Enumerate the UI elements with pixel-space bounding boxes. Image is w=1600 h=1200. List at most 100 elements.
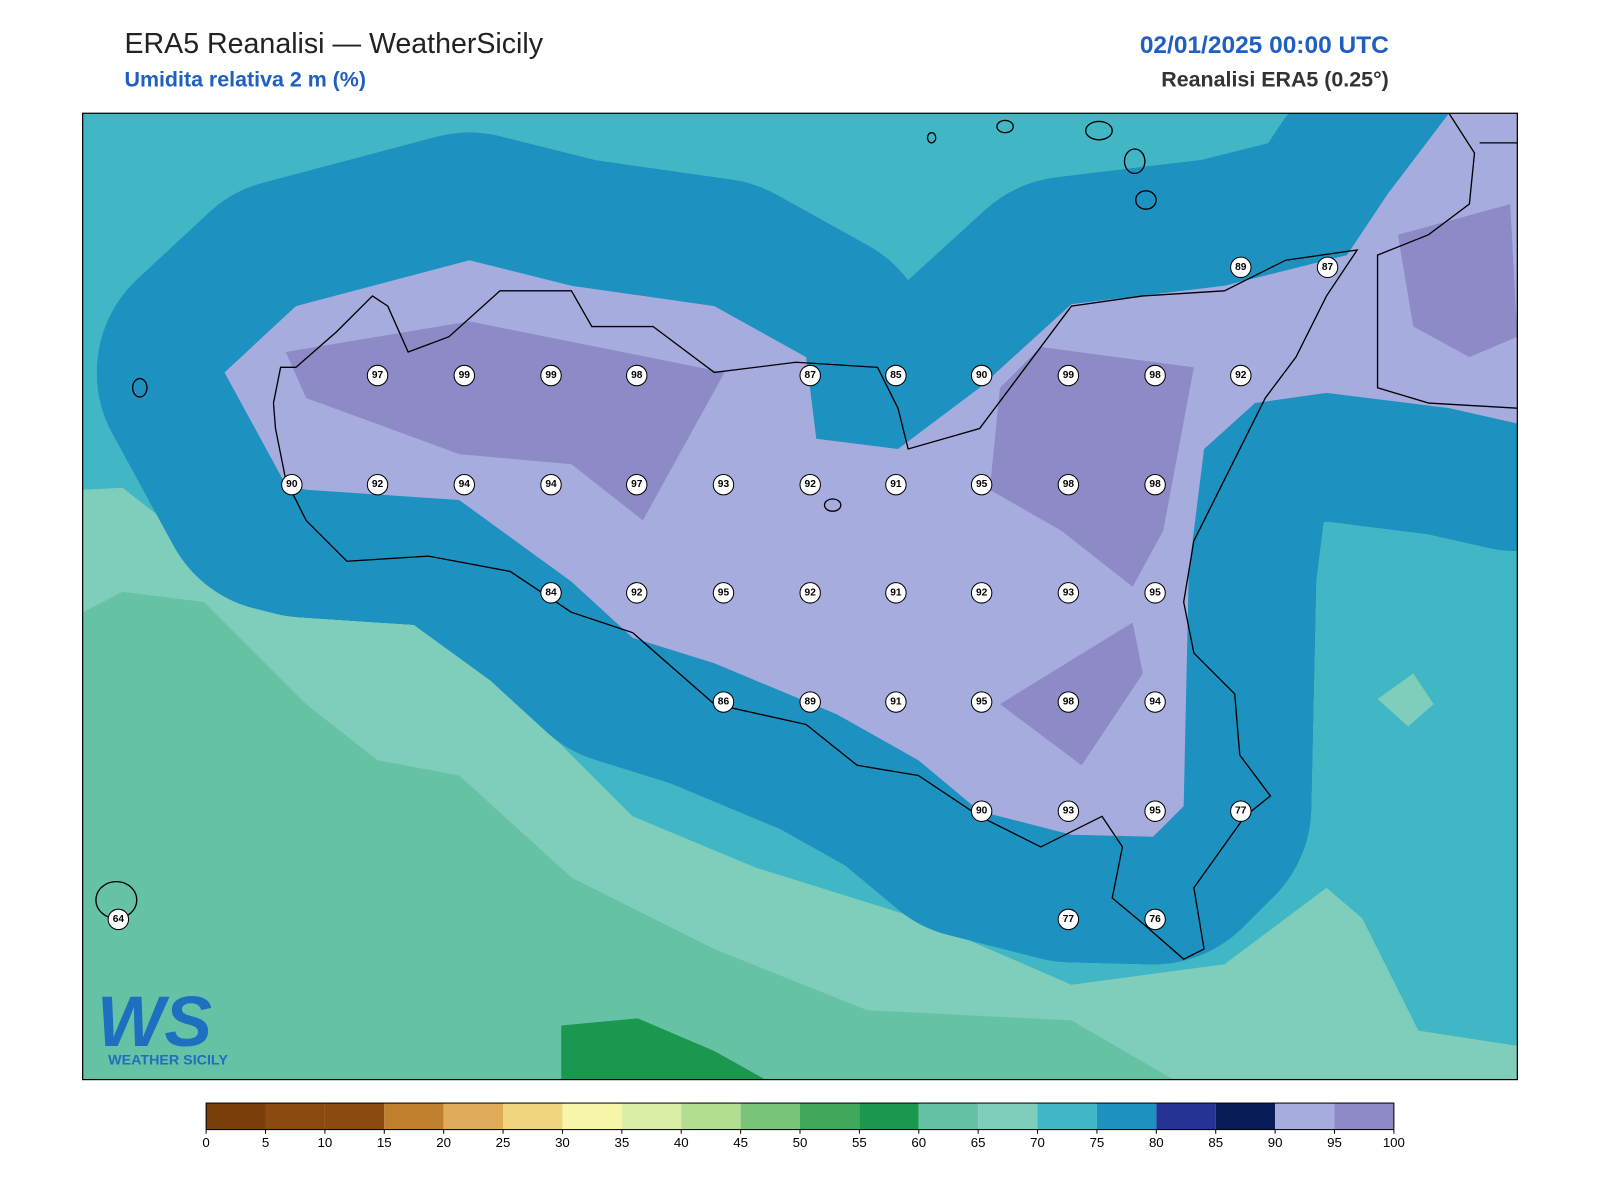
station-marker [1316, 256, 1339, 279]
station-value: 89 [1235, 262, 1247, 273]
colorbar-bin [443, 1103, 504, 1130]
colorbar-bin [1096, 1103, 1157, 1130]
station-marker [366, 364, 389, 387]
station-marker [1057, 364, 1080, 387]
logo: WS WEATHER SICILY [97, 982, 228, 1068]
colorbar-tick-label: 15 [377, 1135, 392, 1150]
station-value: 98 [1149, 370, 1161, 381]
station-value: 91 [890, 479, 902, 490]
station-marker [540, 364, 562, 387]
station-marker [970, 364, 993, 387]
station-marker [1057, 800, 1080, 822]
station-marker [1144, 364, 1166, 387]
colorbar-tick-label: 40 [674, 1135, 689, 1150]
colorbar-bin [562, 1103, 622, 1130]
station-marker [626, 473, 648, 496]
colorbar-tick-label: 25 [496, 1135, 511, 1150]
station-value: 92 [976, 587, 988, 598]
station-marker [970, 582, 993, 604]
station-value: 91 [890, 587, 902, 598]
station-marker [1230, 800, 1252, 822]
station-value: 98 [1063, 697, 1075, 708]
station-value: 94 [1149, 697, 1161, 708]
station-marker [799, 473, 821, 496]
colorbar-tick-label: 45 [733, 1135, 748, 1150]
station-marker [799, 364, 821, 387]
colorbar-bin [206, 1103, 266, 1130]
field-60-65 [82, 591, 1174, 1080]
colorbar-tick-label: 50 [793, 1135, 808, 1150]
colorbar-bin [859, 1103, 919, 1130]
station-marker [453, 364, 475, 387]
station-value: 94 [459, 479, 471, 490]
station-value: 98 [1149, 479, 1161, 490]
station-marker [540, 473, 562, 496]
field-65-70 [1377, 673, 1434, 727]
station-marker [1057, 473, 1080, 496]
station-value: 93 [1063, 806, 1075, 817]
station-value: 87 [805, 370, 817, 381]
station-marker [540, 582, 562, 604]
station-value: 95 [1149, 806, 1161, 817]
source: Reanalisi ERA5 (0.25°) [1161, 68, 1388, 92]
station-marker [1230, 364, 1252, 387]
station-value: 89 [805, 697, 817, 708]
station-marker [885, 364, 907, 387]
station-value: 90 [976, 806, 988, 817]
colorbar-bin [265, 1103, 325, 1130]
colorbar-tick-label: 85 [1208, 1135, 1223, 1150]
coastline [95, 113, 1518, 960]
colorbar-bin [1037, 1103, 1097, 1130]
station-marker [366, 473, 389, 496]
colorbar-tick-label: 60 [911, 1135, 926, 1150]
station-value: 94 [545, 479, 557, 490]
station-value: 76 [1149, 914, 1161, 925]
station-marker [1057, 582, 1080, 604]
colorbar-tick-label: 90 [1268, 1135, 1283, 1150]
colorbar-tick-label: 35 [614, 1135, 629, 1150]
station-value: 92 [372, 479, 384, 490]
colorbar-tick-label: 10 [318, 1135, 333, 1150]
station-marker [1144, 908, 1166, 931]
colorbar-bin [503, 1103, 563, 1130]
colorbar-tick-label: 30 [555, 1135, 570, 1150]
station-value: 77 [1063, 914, 1075, 925]
colorbar-tick-label: 55 [852, 1135, 867, 1150]
colorbar-bin [1334, 1103, 1394, 1130]
colorbar-bin [324, 1103, 385, 1130]
station-value: 95 [976, 697, 988, 708]
station-marker [799, 691, 821, 713]
station-value: 86 [718, 697, 730, 708]
colorbar-tick-label: 0 [202, 1135, 209, 1150]
colorbar-bin [1156, 1103, 1216, 1130]
field-55-60 [561, 1018, 766, 1080]
station-value: 95 [1149, 587, 1161, 598]
colorbar-tick-label: 95 [1327, 1135, 1342, 1150]
logo-mark: WS [97, 982, 212, 1062]
band-90-95 [224, 113, 1518, 837]
station-marker [712, 473, 735, 496]
station-value: 77 [1235, 806, 1247, 817]
station-marker [970, 800, 993, 822]
colorbar-bin [681, 1103, 741, 1130]
station-marker [1230, 256, 1252, 279]
station-value: 91 [890, 697, 902, 708]
colorbar-tick-label: 65 [971, 1135, 986, 1150]
colorbar-bin [384, 1103, 444, 1130]
stations: 97 99 99 98 87 85 90 99 98 92 89 87 90 92 94 94 97 93 92 91… [107, 256, 1339, 931]
station-marker [1057, 691, 1080, 713]
station-value: 92 [805, 479, 817, 490]
station-value: 99 [545, 370, 557, 381]
colorbar-tick-label: 5 [262, 1135, 269, 1150]
station-value: 99 [459, 370, 471, 381]
station-marker [1057, 908, 1080, 931]
colorbar-bin [1215, 1103, 1276, 1130]
colorbar-bin [740, 1103, 800, 1130]
station-value: 64 [113, 914, 125, 925]
colorbar-tick-label: 100 [1383, 1135, 1405, 1150]
station-marker [885, 582, 907, 604]
station-marker [1144, 691, 1166, 713]
station-marker [1144, 473, 1166, 496]
